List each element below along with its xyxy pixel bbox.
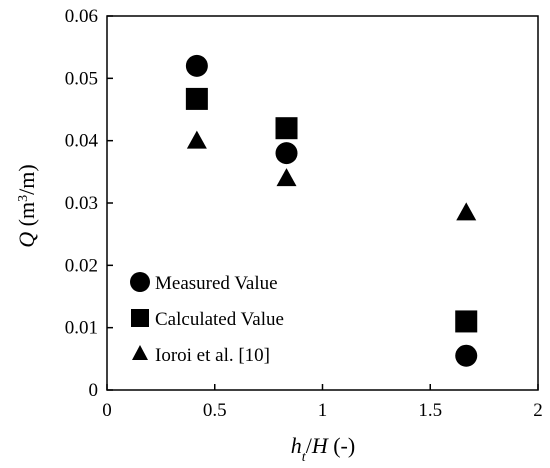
- x-axis-label: ht/H (-): [291, 433, 355, 465]
- x-tick-label: 0: [102, 400, 112, 421]
- measured-point: [185, 54, 208, 77]
- legend-marker-ioroi: [132, 345, 148, 360]
- legend-label-calculated: Calculated Value: [155, 309, 284, 330]
- y-tick-label: 0.05: [65, 68, 98, 89]
- y-tick-label: 0.03: [65, 193, 98, 214]
- y-tick-label: 0.04: [65, 131, 99, 152]
- data-points: [185, 54, 478, 367]
- legend: Measured Value Calculated Value Ioroi et…: [130, 272, 284, 366]
- legend-marker-calculated: [131, 309, 149, 327]
- legend-marker-measured: [130, 272, 150, 292]
- y-axis-ticks: 0 0.01 0.02 0.03 0.04 0.05 0.06: [65, 6, 113, 401]
- measured-point: [275, 142, 298, 165]
- y-tick-label: 0.06: [65, 6, 98, 27]
- ioroi-point: [186, 130, 207, 149]
- ioroi-point: [456, 202, 477, 221]
- calculated-point: [275, 117, 298, 140]
- y-axis-label: Q (m3/m): [14, 164, 39, 247]
- plot-area-frame: [106, 15, 539, 391]
- x-tick-label: 1: [318, 400, 328, 421]
- ioroi-point: [276, 168, 297, 187]
- y-tick-label: 0: [89, 380, 99, 401]
- x-tick-label: 0.5: [203, 400, 227, 421]
- calculated-point: [185, 87, 208, 110]
- x-axis-ticks: 0 0.5 1 1.5 2: [102, 384, 543, 421]
- legend-label-ioroi: Ioroi et al. [10]: [155, 345, 270, 366]
- y-tick-label: 0.02: [65, 255, 98, 276]
- measured-point: [455, 344, 478, 367]
- x-tick-label: 2: [533, 400, 543, 421]
- x-tick-label: 1.5: [418, 400, 442, 421]
- calculated-point: [455, 310, 478, 333]
- legend-label-measured: Measured Value: [155, 273, 278, 294]
- y-tick-label: 0.01: [65, 318, 98, 339]
